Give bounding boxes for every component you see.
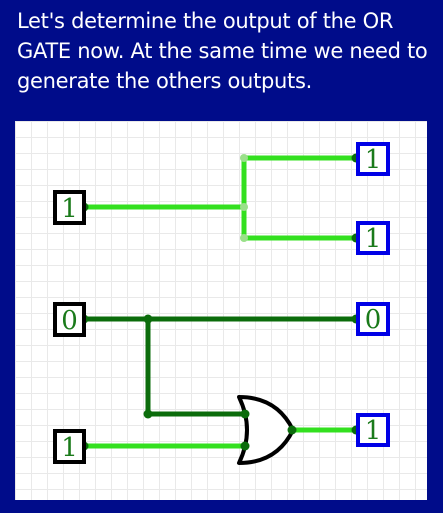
- input-pin-1-value: 1: [61, 194, 78, 224]
- output-pin-1: 1: [356, 142, 390, 176]
- or-gate: [237, 395, 295, 465]
- or-gate-output-dot: [287, 425, 297, 435]
- input-pin-3-value: 1: [61, 433, 78, 463]
- input-pin-1[interactable]: 1: [53, 190, 86, 225]
- output-pin-4: 1: [356, 413, 390, 447]
- junction-dot: [143, 314, 153, 324]
- output-pin-2-value: 1: [365, 224, 382, 254]
- output-pin-1-value: 1: [365, 145, 382, 175]
- input-pin-2[interactable]: 0: [53, 302, 86, 337]
- input-pin-2-value: 0: [61, 306, 78, 336]
- output-pin-2: 1: [356, 221, 390, 255]
- junction-dot: [240, 234, 248, 242]
- output-pin-4-value: 1: [365, 416, 382, 446]
- wire-network-input-2: [81, 316, 359, 417]
- circuit-diagram: 1 0 1 1 1 0: [53, 142, 390, 465]
- wire-network-input-1: [81, 155, 359, 241]
- junction-dot: [240, 203, 248, 211]
- junction-dot: [143, 409, 153, 419]
- output-pin-3: 0: [356, 302, 390, 336]
- instruction-text: Let's determine the output of the OR GAT…: [17, 9, 428, 93]
- circuit-canvas: 1 0 1 1 1 0: [15, 121, 427, 500]
- or-gate-input-b-dot: [240, 441, 250, 451]
- wire-network-input-3: [81, 427, 359, 449]
- input-pin-3[interactable]: 1: [53, 429, 86, 464]
- or-gate-input-a-dot: [240, 409, 250, 419]
- junction-dot: [240, 154, 248, 162]
- connection-points: [79, 153, 361, 451]
- output-pin-3-value: 0: [365, 305, 382, 335]
